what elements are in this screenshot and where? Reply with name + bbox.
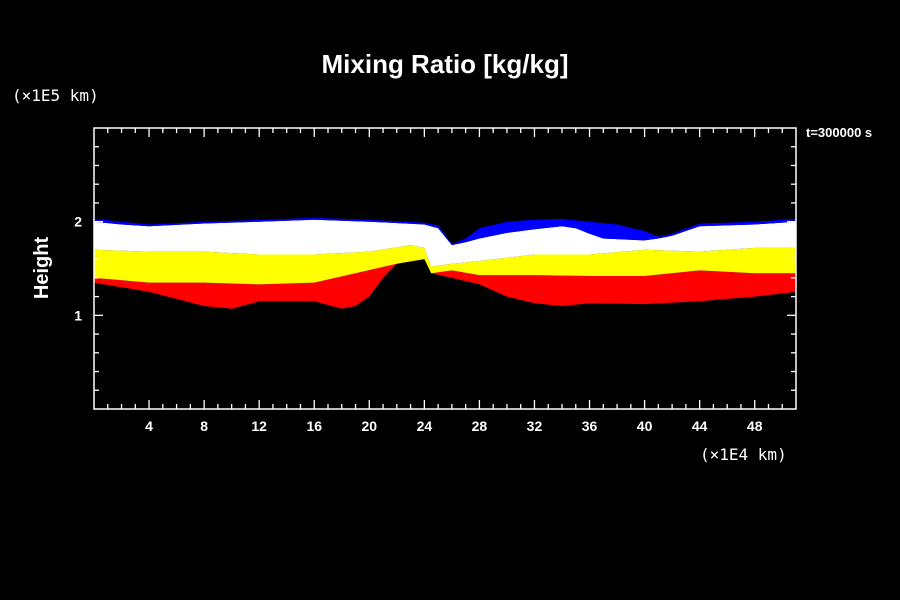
- time-label: t=300000 s: [806, 125, 872, 140]
- x-tick-label: 48: [747, 418, 763, 434]
- x-tick-label: 12: [251, 418, 267, 434]
- x-tick-label: 32: [527, 418, 543, 434]
- layer-red: [94, 259, 796, 309]
- y-tick-label: 2: [74, 214, 82, 230]
- x-tick-label: 28: [472, 418, 488, 434]
- chart-title: Mixing Ratio [kg/kg]: [322, 49, 569, 79]
- layer-yellow: [94, 245, 796, 285]
- x-tick-label: 36: [582, 418, 598, 434]
- y-axis-unit: (×1E5 km): [12, 86, 99, 105]
- x-tick-label: 24: [417, 418, 433, 434]
- axis-ticks: [94, 128, 796, 409]
- plot-frame: [93, 127, 797, 410]
- layer-blue: [94, 217, 796, 246]
- x-tick-label: 8: [200, 418, 208, 434]
- x-tick-label: 40: [637, 418, 653, 434]
- x-tick-label: 4: [145, 418, 153, 434]
- y-axis-label: Height: [31, 237, 53, 300]
- x-tick-label: 16: [306, 418, 322, 434]
- x-tick-label: 44: [692, 418, 708, 434]
- layer-white: [94, 219, 796, 267]
- mixing-ratio-layers: [94, 217, 796, 309]
- x-axis-unit: (×1E4 km): [700, 445, 787, 464]
- x-tick-label: 20: [362, 418, 378, 434]
- y-tick-label: 1: [74, 307, 82, 323]
